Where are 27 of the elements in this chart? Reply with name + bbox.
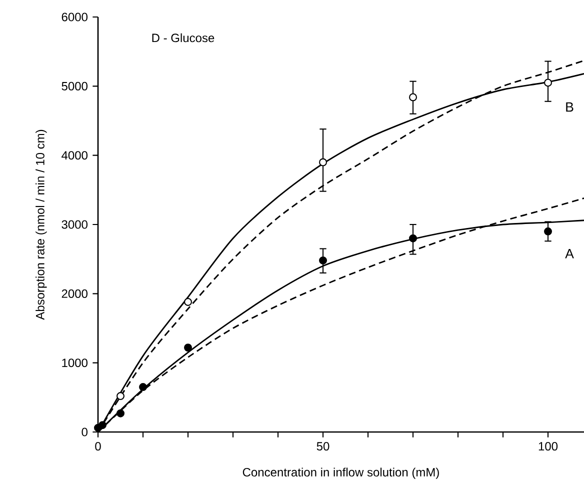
y-tick-label: 3000 bbox=[62, 220, 88, 229]
point bbox=[319, 256, 328, 264]
point bbox=[116, 392, 125, 400]
x-tick-label: 100 bbox=[538, 442, 558, 451]
x-axis-title: Concentration in inflow solution (mM) bbox=[242, 468, 439, 479]
point bbox=[409, 93, 418, 102]
text: A bbox=[565, 249, 574, 258]
y-tick-label: 2000 bbox=[62, 289, 88, 298]
point bbox=[98, 421, 107, 430]
point bbox=[409, 234, 418, 242]
series-label: B bbox=[566, 102, 574, 112]
point bbox=[139, 383, 148, 392]
point bbox=[116, 409, 125, 418]
point bbox=[544, 227, 552, 236]
point bbox=[184, 298, 192, 306]
y-tick-label: 6000 bbox=[62, 12, 88, 22]
y-axis-title: Absorption rate (nmol / min / 10 cm) bbox=[36, 130, 47, 320]
y-tick-label: 5000 bbox=[62, 82, 88, 90]
x-tick-label: 0 bbox=[95, 442, 101, 451]
point bbox=[544, 78, 552, 87]
annotation: D - Glucose bbox=[152, 33, 214, 42]
y-tick-label: 4000 bbox=[62, 151, 88, 160]
x-tick-label: 50 bbox=[316, 442, 330, 451]
point bbox=[184, 344, 192, 352]
point bbox=[319, 158, 328, 166]
y-tick-label: 0 bbox=[82, 428, 88, 436]
y-tick-label: 1000 bbox=[62, 358, 88, 368]
